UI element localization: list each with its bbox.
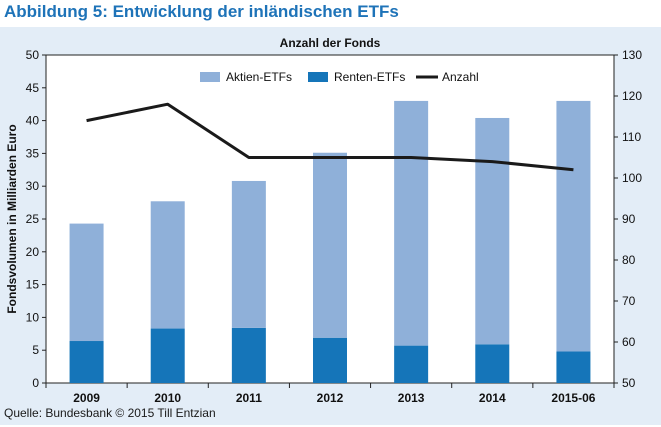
legend-label: Renten-ETFs (334, 70, 405, 84)
y-tick-label: 30 (26, 179, 40, 193)
y-tick-label: 50 (26, 48, 40, 62)
bar-aktien-etfs (69, 223, 104, 342)
bar-aktien-etfs (231, 180, 266, 328)
source-note: Quelle: Bundesbank © 2015 Till Entzian (4, 406, 216, 420)
bar-renten-etfs (150, 328, 185, 383)
y2-tick-label: 110 (622, 130, 641, 144)
bar-aktien-etfs (150, 201, 185, 329)
x-tick-label: 2011 (236, 391, 262, 405)
y-tick-label: 10 (26, 310, 40, 324)
line-layer (86, 102, 574, 172)
y-tick-label: 40 (26, 114, 40, 128)
x-tick-label: 2015-06 (551, 391, 595, 405)
y2-tick-label: 50 (622, 376, 636, 390)
y2-tick-label: 80 (622, 253, 636, 267)
bar-aktien-etfs (394, 100, 429, 346)
chart-panel: Anzahl der Fonds 0 5 10 15 20 25 30 35 40 45 50 50 6… (0, 27, 661, 425)
y2-tick-label: 60 (622, 335, 636, 349)
y-tick-label: 5 (32, 343, 39, 357)
bar-renten-etfs (313, 337, 347, 383)
y2-tick-label: 70 (622, 294, 636, 308)
legend-swatch (200, 72, 220, 82)
y-tick-label: 25 (26, 212, 40, 226)
bar-renten-etfs (394, 345, 429, 383)
figure-title: Abbildung 5: Entwicklung der inländische… (4, 2, 399, 21)
bar-renten-etfs (231, 327, 266, 383)
y2-tick-label: 130 (622, 48, 642, 62)
y2-tick-label: 120 (622, 89, 642, 103)
bar-aktien-etfs (475, 117, 510, 345)
chart: Anzahl der Fonds 0 5 10 15 20 25 30 35 40 45 50 50 6… (5, 36, 642, 405)
y-tick-label: 20 (26, 245, 40, 259)
x-tick-label: 2013 (398, 391, 425, 405)
y-tick-label: 0 (32, 376, 39, 390)
line-anzahl (86, 102, 574, 172)
y-tick-label: 45 (26, 81, 40, 95)
legend: Aktien-ETFs Renten-ETFs Anzahl (200, 70, 479, 84)
bar-renten-etfs (69, 341, 104, 383)
bar-renten-etfs (556, 351, 591, 383)
bars (69, 100, 591, 383)
legend-label: Aktien-ETFs (226, 70, 292, 84)
bar-aktien-etfs (313, 152, 347, 338)
y-tick-label: 15 (26, 278, 40, 292)
y-axis-label: Fondsvolumen in Milliarden Euro (5, 124, 19, 313)
bar-aktien-etfs (556, 100, 591, 352)
x-tick-label: 2009 (73, 391, 100, 405)
bar-renten-etfs (475, 344, 510, 383)
x-tick-label: 2014 (479, 391, 506, 405)
x-tick-label: 2012 (317, 391, 344, 405)
legend-label: Anzahl (442, 70, 479, 84)
legend-swatch (308, 72, 328, 82)
chart-title: Anzahl der Fonds (280, 36, 381, 50)
y2-tick-label: 90 (622, 212, 636, 226)
y-tick-label: 35 (26, 146, 40, 160)
x-tick-label: 2010 (154, 391, 181, 405)
y2-tick-label: 100 (622, 171, 642, 185)
axes: 0 5 10 15 20 25 30 35 40 45 50 50 60 70 80 90 100 110 120 1… (5, 48, 642, 405)
